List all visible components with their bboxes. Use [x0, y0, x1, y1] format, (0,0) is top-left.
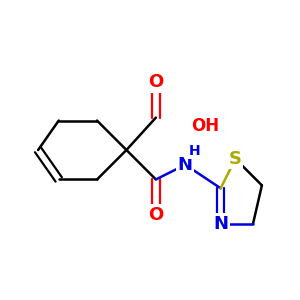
Text: N: N — [178, 156, 193, 174]
Text: OH: OH — [191, 117, 219, 135]
Text: O: O — [148, 73, 164, 91]
Text: S: S — [229, 150, 242, 168]
Text: N: N — [213, 214, 228, 232]
Text: O: O — [148, 206, 164, 224]
Text: H: H — [188, 144, 200, 158]
